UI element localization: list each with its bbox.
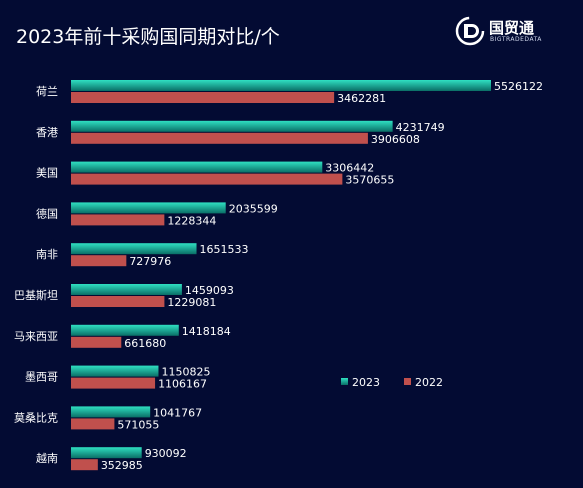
- bar-2022: [71, 132, 368, 144]
- legend-label-2022: 2022: [415, 376, 443, 389]
- data-label-2023: 1459093: [185, 284, 234, 297]
- legend-swatch-2022: [404, 378, 411, 385]
- bar-2023: [71, 324, 179, 336]
- category-label: 马来西亚: [14, 330, 58, 343]
- bar-2023: [71, 365, 159, 377]
- data-label-2022: 727976: [129, 255, 171, 268]
- bar-2022: [71, 296, 165, 307]
- bar-2023: [71, 80, 491, 91]
- category-label: 德国: [36, 206, 58, 220]
- bar-2023: [71, 243, 197, 255]
- data-label-2023: 3306442: [325, 162, 374, 175]
- bar-2022: [71, 173, 343, 185]
- data-label-2022: 1228344: [167, 214, 216, 227]
- data-label-2023: 930092: [145, 447, 187, 460]
- bar-2023: [71, 161, 323, 173]
- data-label-2022: 352985: [101, 459, 143, 472]
- data-label-2023: 1150825: [161, 366, 210, 379]
- legend: 2023 2022: [341, 376, 443, 389]
- bar-2022: [71, 255, 127, 267]
- legend-label-2023: 2023: [352, 376, 380, 389]
- data-label-2023: 1041767: [153, 406, 202, 419]
- bar-2023: [71, 284, 182, 295]
- gmt-logo-icon: [455, 16, 485, 46]
- data-label-2023: 1418184: [182, 325, 231, 338]
- category-label: 荷兰: [36, 85, 58, 98]
- data-label-2022: 661680: [124, 337, 166, 350]
- bar-2023: [71, 447, 142, 459]
- bar-2023: [71, 120, 393, 132]
- category-label: 莫桑比克: [14, 411, 58, 424]
- data-label-2023: 1651533: [200, 243, 249, 256]
- bar-2022: [71, 92, 335, 103]
- legend-swatch-2023: [341, 378, 348, 385]
- bar-2022: [71, 336, 122, 348]
- category-label: 越南: [36, 451, 58, 465]
- bar-2022: [71, 459, 98, 471]
- category-label: 香港: [36, 126, 58, 139]
- bar-2023: [71, 202, 226, 214]
- category-label: 美国: [36, 167, 58, 180]
- category-label: 南非: [36, 248, 58, 261]
- data-label-2022: 1106167: [158, 378, 207, 391]
- bar-2022: [71, 418, 115, 430]
- data-label-2022: 3570655: [345, 174, 394, 187]
- data-label-2022: 1229081: [167, 296, 216, 309]
- bar-2022: [71, 214, 165, 226]
- brand-name: 国贸通: [489, 19, 535, 37]
- data-label-2022: 571055: [117, 418, 159, 431]
- bar-2023: [71, 406, 151, 418]
- chart-title: 2023年前十采购国同期对比/个: [16, 26, 280, 48]
- category-label: 巴基斯坦: [14, 288, 58, 302]
- data-label-2023: 2035599: [229, 202, 278, 215]
- brand-logo: 国贸通 BIGTRADEDATA: [455, 14, 575, 48]
- data-label-2022: 3906608: [371, 133, 420, 146]
- data-label-2022: 3462281: [337, 92, 386, 105]
- bar-2022: [71, 377, 156, 389]
- data-label-2023: 5526122: [494, 80, 543, 93]
- data-label-2023: 4231749: [396, 121, 445, 134]
- category-label: 墨西哥: [25, 371, 58, 384]
- brand-subtitle: BIGTRADEDATA: [490, 36, 542, 43]
